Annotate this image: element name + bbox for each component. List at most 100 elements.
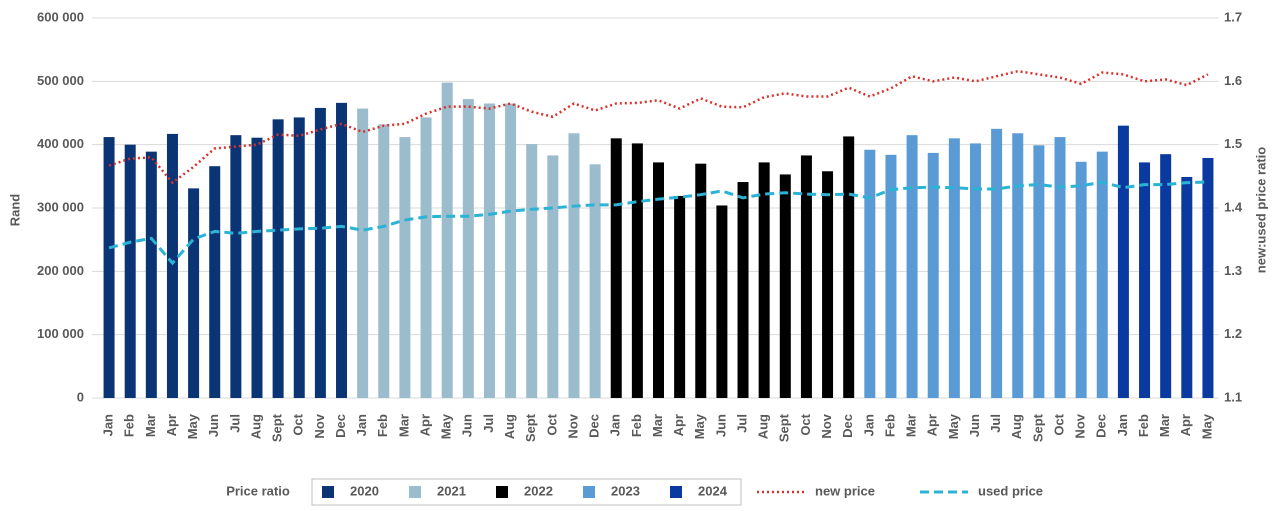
y2-tick-label: 1.7 [1224,9,1242,24]
legend-swatch [583,486,595,498]
x-tick-label: Jun [713,414,728,437]
bar [145,151,157,398]
x-tick-label: Jun [460,414,475,437]
x-tick-label: Jul [227,414,242,433]
legend-label: used price [978,483,1043,498]
x-tick-label: Dec [333,414,348,438]
x-tick-label: Feb [375,414,390,437]
bar [758,162,770,398]
bar [1033,145,1045,398]
bar [399,137,411,399]
bar [843,136,855,398]
x-tick-label: Sept [1030,413,1045,442]
x-tick-label: May [439,413,454,439]
x-tick-label: Nov [565,413,580,438]
legend-swatch [496,486,508,498]
x-tick-label: Apr [1178,414,1193,436]
x-tick-label: Mar [143,414,158,437]
bar [610,138,622,399]
x-tick-label: May [692,413,707,439]
bar [948,138,960,399]
bar [653,162,664,398]
x-tick-label: Jun [967,414,982,437]
legend-label: 2022 [524,483,553,498]
x-tick-label: Jan [354,414,369,436]
bar [779,174,791,398]
bar [1075,161,1087,398]
bar [505,103,517,398]
bar [1096,151,1108,398]
bar [441,82,453,398]
bar [1160,154,1172,398]
x-tick-label: Oct [798,413,813,435]
x-tick-label: Jul [481,414,496,433]
x-tick-label: Sept [270,413,285,442]
x-tick-label: Oct [291,413,306,435]
bar [1012,133,1024,398]
bar [1181,176,1193,398]
bar [420,117,432,398]
bar [124,144,136,398]
bar [1054,137,1066,399]
x-tick-label: Dec [1094,414,1109,438]
bar [822,171,834,398]
bar [631,143,643,398]
legend-swatch [322,486,334,498]
x-tick-label: Jan [608,414,623,436]
x-tick-label: Feb [122,414,137,437]
y-tick-label: 200 000 [37,263,84,278]
legend-label: new price [815,483,875,498]
x-tick-label: Apr [417,414,432,436]
legend-frame [311,478,742,506]
y-tick-label: 300 000 [37,199,84,214]
bar [547,155,559,398]
bar [864,149,876,398]
x-tick-label: Feb [882,414,897,437]
bar [906,135,918,398]
y-tick-label: 100 000 [37,326,84,341]
x-tick-label: Mar [650,414,665,437]
bar [1117,125,1129,399]
y-axis-title: Rand [7,194,22,227]
x-tick-label: Nov [819,413,834,438]
bar [272,119,284,398]
bar [568,133,580,398]
bar [737,182,749,398]
bar [314,107,326,398]
y2-tick-label: 1.3 [1224,263,1242,278]
x-tick-label: Nov [1073,413,1088,438]
x-tick-label: Feb [629,414,644,437]
bar [251,137,263,398]
x-tick-label: May [1199,413,1214,439]
y2-tick-label: 1.4 [1224,199,1243,214]
x-tick-label: Jan [101,414,116,436]
bar [378,124,390,399]
x-tick-label: Sept [777,413,792,442]
bar [991,128,1003,399]
bar [166,133,178,398]
bar [716,205,728,398]
x-tick-label: May [946,413,961,439]
bar [336,102,348,398]
bar [462,99,474,399]
bar [483,103,495,398]
x-tick-label: Mar [396,414,411,437]
x-tick-label: Oct [1051,413,1066,435]
bar [885,154,897,398]
y-tick-label: 600 000 [37,9,84,24]
x-tick-label: Jul [988,414,1003,433]
x-tick-label: May [185,413,200,439]
x-tick-label: Aug [756,414,771,439]
x-tick-label: Mar [904,414,919,437]
x-tick-label: Feb [1136,414,1151,437]
x-tick-label: Apr [925,414,940,436]
x-tick-label: Aug [248,414,263,439]
y2-axis-title: new:used price ratio [1253,147,1268,273]
y2-tick-label: 1.2 [1224,326,1242,341]
bar [695,163,707,398]
x-tick-label: Jan [861,414,876,436]
x-tick-label: Apr [164,414,179,436]
legend-label: 2020 [350,483,379,498]
bar [103,137,115,399]
x-tick-label: Jan [1115,414,1130,436]
